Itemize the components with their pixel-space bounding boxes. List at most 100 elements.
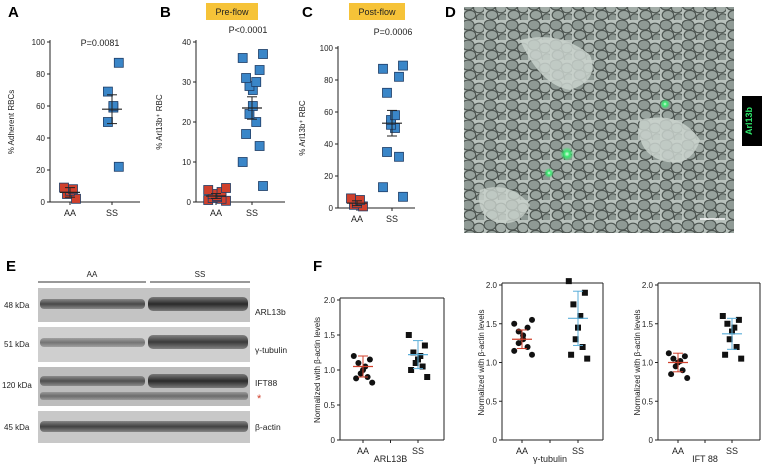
- data-point: [421, 342, 428, 349]
- x-axis-label: IFT 88: [692, 454, 718, 464]
- data-point: [568, 351, 575, 358]
- y-tick-label: 1.0: [486, 359, 498, 368]
- data-point: [731, 324, 738, 331]
- y-tick-label: 100: [32, 38, 46, 47]
- data-point: [511, 320, 518, 327]
- data-point: [346, 193, 356, 204]
- data-point: [665, 350, 672, 357]
- data-point: [670, 355, 677, 362]
- data-point: [668, 371, 675, 378]
- x-category-label: AA: [672, 446, 684, 456]
- x-category-label: SS: [412, 446, 424, 456]
- y-tick-label: 2.0: [324, 296, 336, 305]
- micrograph-background-gap: [639, 117, 700, 163]
- y-tick-label: 1.5: [324, 331, 336, 340]
- fluorescent-cell: [544, 168, 554, 178]
- y-tick-label: 1.5: [486, 320, 498, 329]
- y-tick-label: 0: [493, 436, 498, 445]
- x-category-label: SS: [246, 208, 258, 218]
- y-axis-label: Normalized with β-actin levels: [633, 310, 642, 416]
- panel-letter-b: B: [160, 4, 171, 21]
- data-point: [254, 65, 265, 75]
- data-point: [258, 49, 268, 59]
- x-category-label: AA: [351, 214, 363, 224]
- y-tick-label: 0: [649, 436, 654, 445]
- data-point: [570, 301, 577, 308]
- pre-flow-badge-text: Pre-flow: [215, 7, 249, 17]
- data-point: [398, 191, 408, 202]
- y-tick-label: 0.5: [642, 397, 654, 406]
- data-point: [529, 351, 535, 358]
- data-point: [722, 351, 729, 358]
- y-tick-label: 0: [331, 436, 336, 445]
- y-tick-label: 0: [41, 198, 46, 207]
- channel-label-box: [742, 96, 762, 146]
- pre-flow-badge: Pre-flow: [206, 3, 258, 20]
- x-category-label: SS: [106, 208, 118, 218]
- fluorescent-cell: [560, 147, 574, 161]
- post-flow-badge: Post-flow: [349, 3, 405, 20]
- chart-f-gamma-tubulin: 0 0.5 1.0 1.5 2.0 Normalized with β-actin lev…: [477, 278, 604, 464]
- blot-strip-gamma-tubulin: [38, 327, 250, 362]
- y-tick-label: 20: [36, 166, 45, 175]
- y-tick-label: 1.0: [642, 359, 654, 368]
- y-tick-label: 40: [324, 140, 333, 149]
- data-point: [410, 349, 417, 356]
- data-point: [515, 340, 522, 347]
- band-label-arl13b: ARL13b: [255, 307, 286, 317]
- data-point: [408, 367, 415, 373]
- y-tick-label: 0.5: [486, 397, 498, 406]
- blot-strip-beta-actin: [38, 411, 250, 443]
- data-point: [113, 57, 124, 68]
- data-point: [405, 332, 412, 338]
- y-tick-label: 80: [36, 70, 45, 79]
- y-tick-label: 2.0: [642, 281, 654, 290]
- kda-label-beta-actin: 45 kDa: [4, 423, 30, 432]
- data-point: [382, 87, 392, 98]
- y-tick-label: 40: [182, 38, 191, 47]
- data-point: [515, 328, 522, 335]
- x-axis-label: γ-tubulin: [533, 454, 567, 464]
- band-label-gamma-tubulin: γ-tubulin: [255, 345, 287, 355]
- data-point: [113, 161, 124, 172]
- data-point: [581, 289, 588, 296]
- y-axis-label: % Arl13b⁺ RBC: [298, 100, 307, 156]
- y-tick-label: 0: [329, 204, 334, 213]
- data-point: [684, 375, 691, 381]
- y-axis-label: Normalized with β-actin levels: [477, 310, 486, 416]
- data-point: [108, 101, 119, 111]
- western-blot: AA SS 48 kDa 51 kDa 120 kDa 45 kDa ARL13…: [2, 270, 287, 443]
- data-point: [733, 344, 740, 350]
- channel-label: Arl13b: [744, 106, 754, 135]
- data-point: [237, 53, 248, 63]
- data-point: [679, 367, 686, 374]
- data-point: [681, 353, 688, 360]
- y-axis-label: Normalized with β-actin levels: [313, 317, 322, 423]
- y-tick-label: 1.5: [642, 320, 654, 329]
- data-point: [735, 316, 742, 323]
- data-point: [241, 129, 251, 139]
- data-point: [726, 336, 733, 343]
- blot-strip-arl13b: [38, 288, 250, 322]
- data-point: [724, 320, 731, 327]
- data-point: [738, 355, 745, 362]
- p-value-label: P<0.0001: [229, 25, 268, 35]
- data-point: [221, 183, 231, 193]
- x-category-label: SS: [386, 214, 398, 224]
- fluorescent-cell: [660, 99, 670, 109]
- band-label-ift88: IFT88: [255, 378, 277, 388]
- x-category-label: AA: [210, 208, 222, 218]
- chart-f-arl13b: 0 0.5 1.0 1.5 2.0 Normalized with β-actin lev…: [313, 296, 445, 464]
- data-point: [353, 375, 360, 382]
- data-point: [529, 316, 535, 323]
- chart-a: 0 20 40 60 80 100 % Adherent RBCs AA SS P=0.0081: [7, 38, 140, 218]
- data-point: [419, 363, 426, 370]
- data-point: [378, 63, 388, 74]
- y-tick-label: 20: [182, 118, 191, 127]
- data-point: [394, 151, 404, 162]
- y-tick-label: 2.0: [486, 281, 498, 290]
- group-label-aa: AA: [87, 270, 98, 279]
- post-flow-badge-text: Post-flow: [358, 7, 396, 17]
- data-point: [584, 355, 591, 362]
